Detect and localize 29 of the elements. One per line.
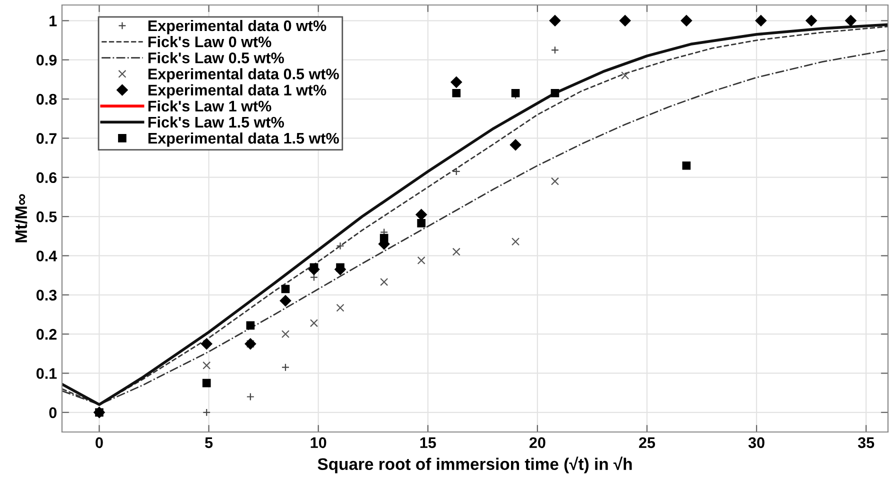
legend-label: Experimental data 0.5 wt% [148, 68, 339, 82]
x-tick-label: 25 [639, 437, 656, 448]
x-tick-label: 10 [310, 437, 326, 448]
x-axis-title: Square root of immersion time (√t) in √h [318, 456, 632, 474]
legend-label: Fick's Law 0 wt% [148, 36, 272, 48]
y-tick-label: 0.9 [36, 54, 57, 66]
y-tick-label: 0.8 [36, 94, 57, 105]
y-tick-label: 0.6 [36, 172, 57, 184]
x-tick-label: 15 [420, 437, 436, 448]
y-tick-label: 0.3 [36, 290, 57, 301]
legend-label: Fick's Law 0.5 wt% [148, 52, 284, 64]
legend-label: Fick's Law 1.5 wt% [148, 116, 284, 128]
y-tick-label: 0.7 [36, 133, 56, 144]
x-tick-label: 0 [96, 437, 103, 448]
y-tick-label: 1 [50, 16, 57, 26]
legend-label: Experimental data 1.5 wt% [148, 132, 339, 147]
y-tick-label: 0.4 [36, 250, 58, 262]
x-tick-label: 20 [529, 437, 546, 448]
y-tick-label: 0.5 [36, 211, 57, 222]
y-tick-label: 0.1 [36, 368, 57, 379]
x-tick-label: 35 [858, 437, 874, 448]
y-tick-label: 0.2 [36, 328, 57, 340]
x-tick-label: 5 [205, 437, 213, 448]
x-tick-label: 30 [748, 437, 764, 448]
legend-label: Experimental data 1 wt% [148, 84, 326, 99]
y-axis-title: Mt/M∞ [14, 194, 28, 242]
y-tick-label: 0 [49, 407, 57, 418]
legend-label: Experimental data 0 wt% [148, 20, 326, 34]
legend-label: Fick's Law 1 wt% [148, 100, 272, 112]
